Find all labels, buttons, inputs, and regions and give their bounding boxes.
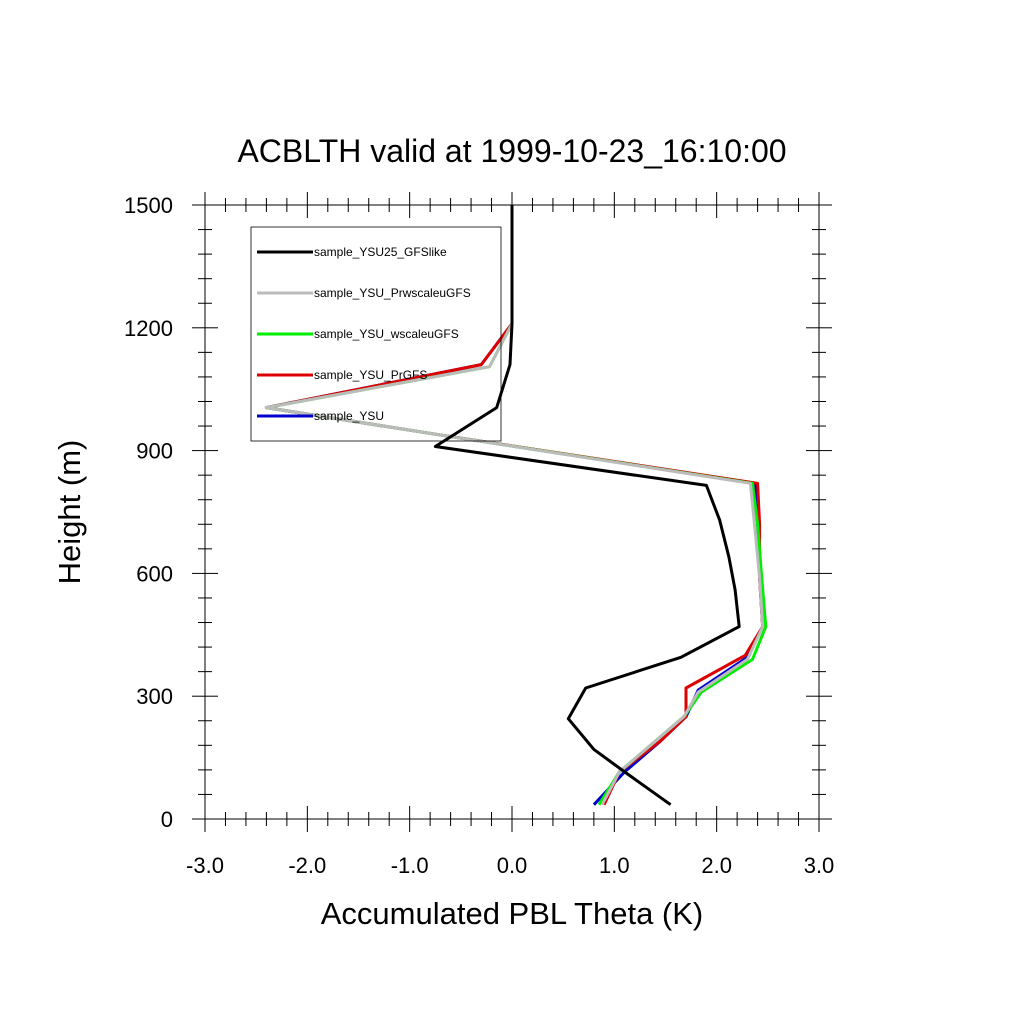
y-tick-label: 300 bbox=[136, 684, 173, 709]
series-line-sample-ysu25-gfslike bbox=[433, 205, 741, 806]
x-tick-label: 2.0 bbox=[701, 853, 732, 878]
y-tick-label: 1500 bbox=[124, 193, 173, 218]
legend-label: sample_YSU bbox=[314, 409, 384, 423]
series-line-sample-ysu-wscaleugfs bbox=[264, 286, 768, 806]
y-tick-label: 900 bbox=[136, 439, 173, 464]
y-axis-title: Height (m) bbox=[52, 440, 87, 585]
series-line-sample-ysu-prwscaleugfs bbox=[264, 286, 765, 806]
legend-label: sample_YSU_PrGFS bbox=[314, 368, 427, 382]
y-tick-label: 1200 bbox=[124, 316, 173, 341]
series-line-sample-ysu-prgfs bbox=[264, 286, 765, 806]
legend-label: sample_YSU25_GFSlike bbox=[314, 245, 447, 259]
legend-label: sample_YSU_PrwscaleuGFS bbox=[314, 286, 471, 300]
x-axis-title: Accumulated PBL Theta (K) bbox=[321, 896, 704, 931]
series-line-sample-ysu bbox=[264, 286, 765, 806]
legend: sample_YSU25_GFSlike sample_YSU_Prwscaleu… bbox=[250, 226, 502, 442]
series-layer bbox=[264, 205, 768, 806]
x-tick-label: -2.0 bbox=[288, 853, 326, 878]
y-tick-label: 0 bbox=[161, 807, 173, 832]
ticks-layer: -3.0 -2.0 -1.0 0.0 1.0 2.0 3.0 0 300 600 900 1200 15… bbox=[124, 192, 834, 878]
chart-title: ACBLTH valid at 1999-10-23_16:10:00 bbox=[237, 133, 786, 169]
x-tick-label: 1.0 bbox=[599, 853, 630, 878]
legend-label: sample_YSU_wscaleuGFS bbox=[314, 327, 459, 341]
y-tick-label: 600 bbox=[136, 561, 173, 586]
x-tick-label: 0.0 bbox=[497, 853, 528, 878]
x-tick-label: 3.0 bbox=[804, 853, 835, 878]
legend-box bbox=[250, 226, 502, 442]
x-tick-label: -1.0 bbox=[391, 853, 429, 878]
x-tick-label: -3.0 bbox=[186, 853, 224, 878]
